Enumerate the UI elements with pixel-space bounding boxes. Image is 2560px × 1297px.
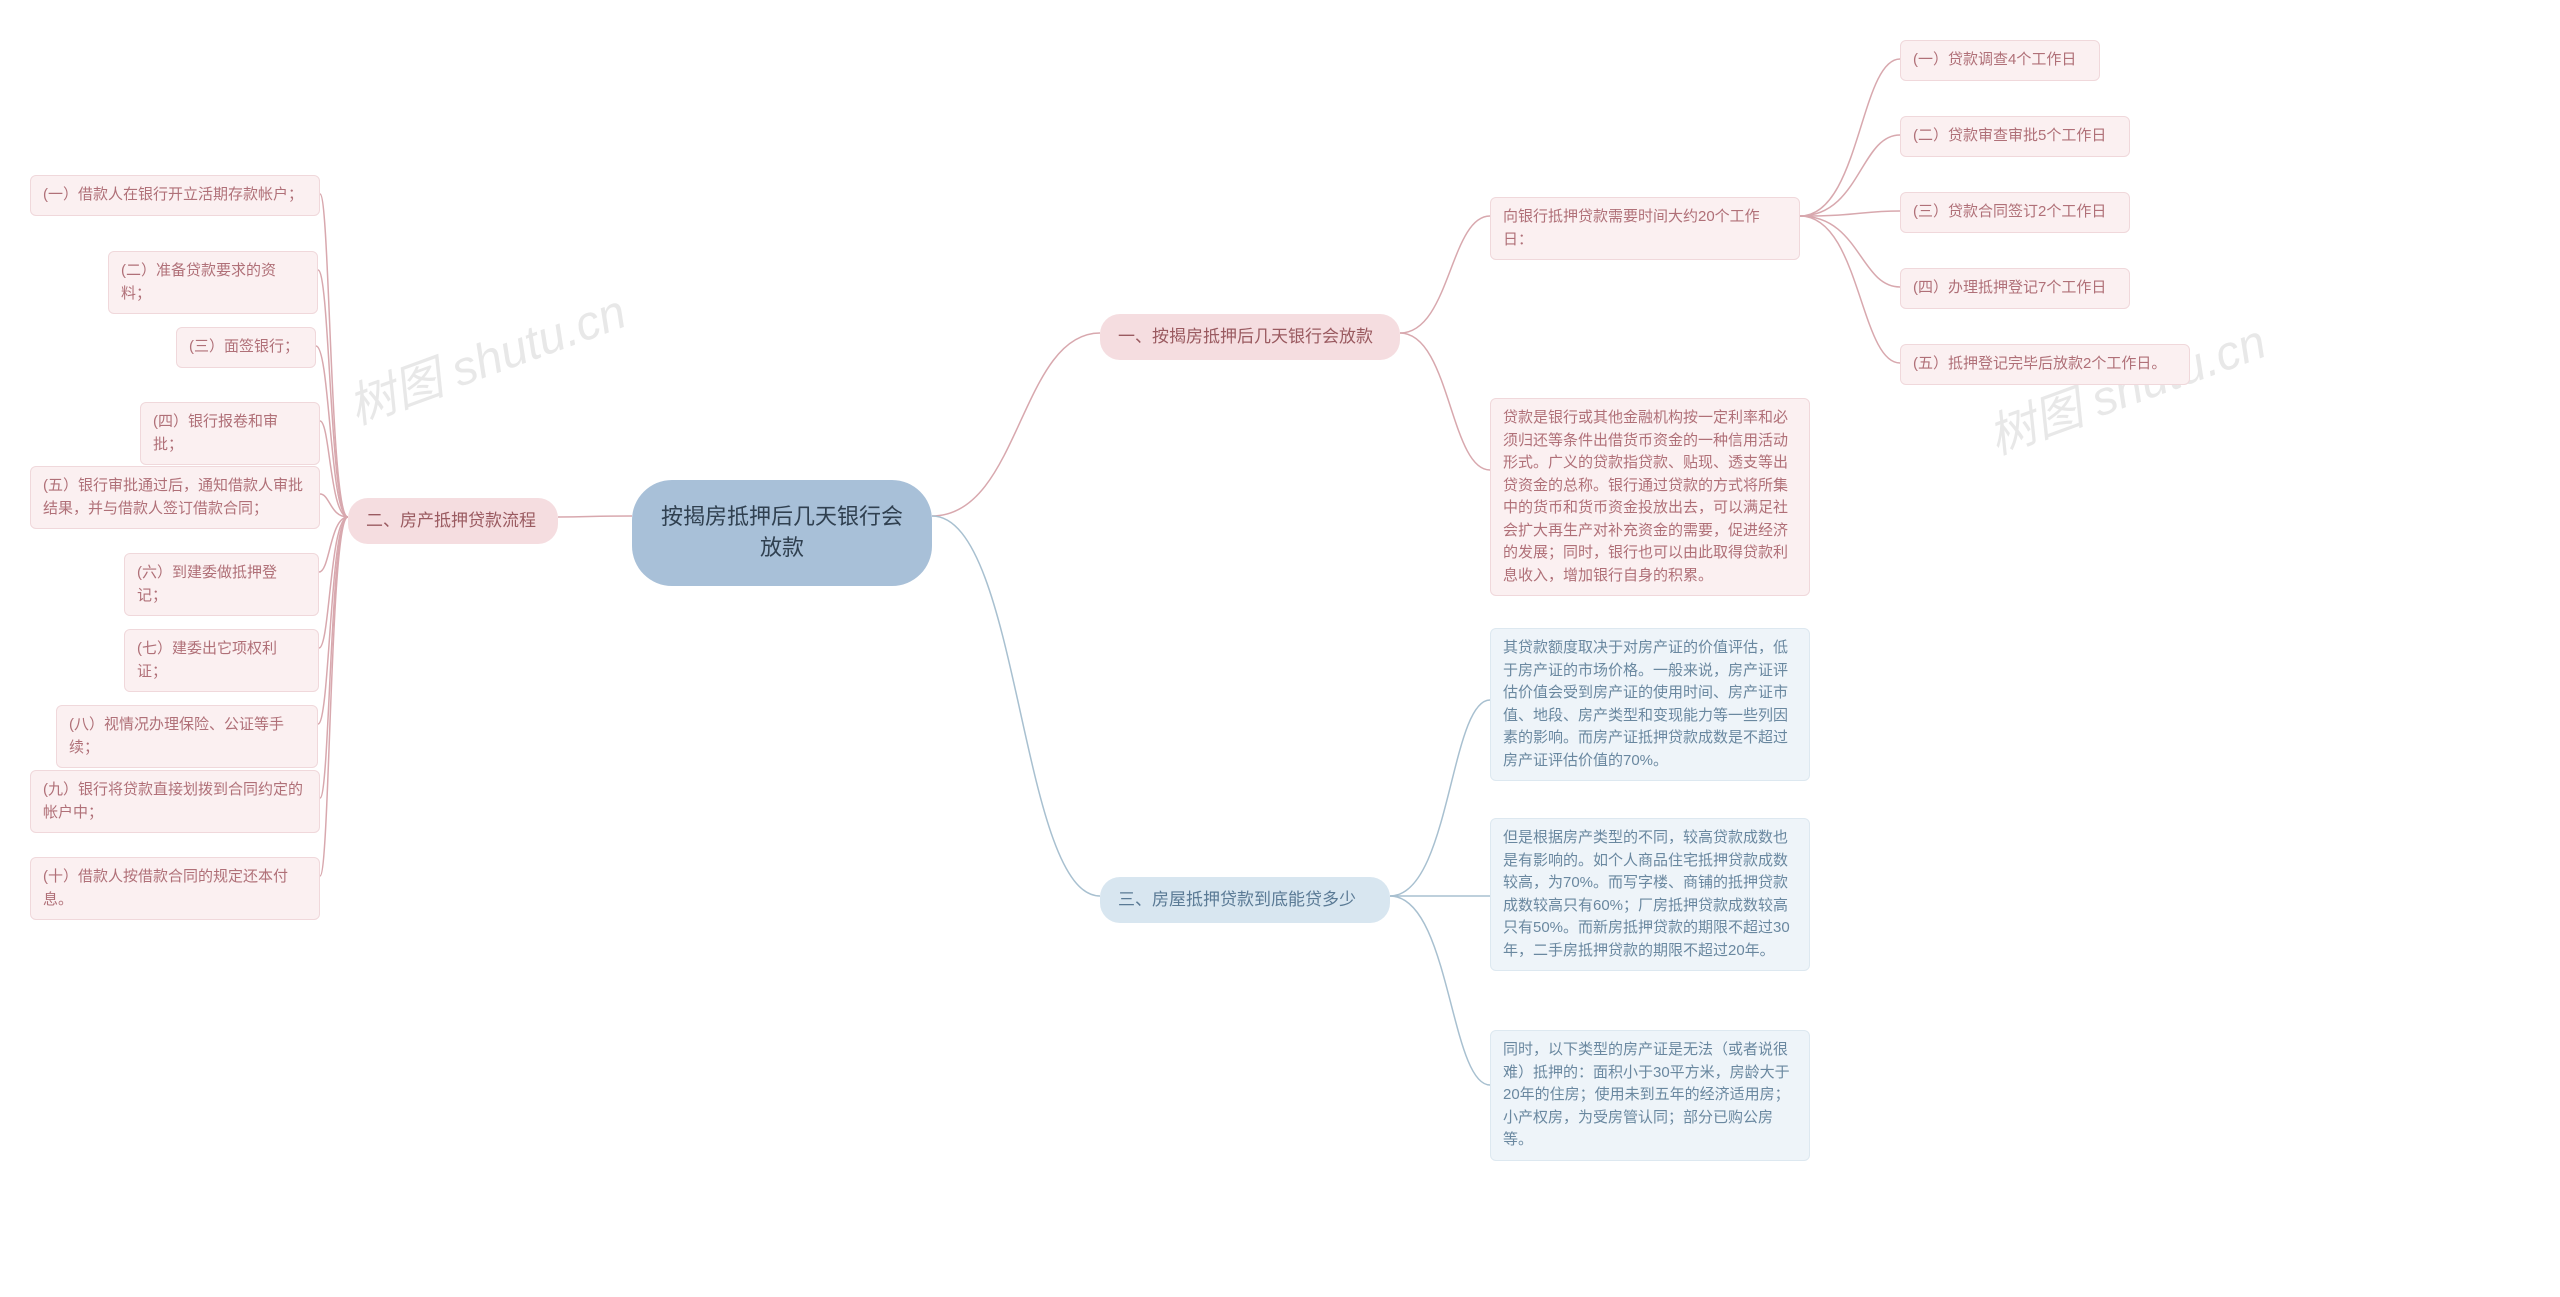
branch-2: 二、房产抵押贷款流程 xyxy=(348,498,558,544)
leaf-b3b: 但是根据房产类型的不同，较高贷款成数也是有影响的。如个人商品住宅抵押贷款成数较高… xyxy=(1490,818,1810,971)
connectors xyxy=(0,0,2560,1297)
leaf-b2-3: (三）面签银行； xyxy=(176,327,316,368)
leaf-b2-2: (二）准备贷款要求的资料； xyxy=(108,251,318,314)
leaf-b1a3: (三）贷款合同签订2个工作日 xyxy=(1900,192,2130,233)
leaf-b3a: 其贷款额度取决于对房产证的价值评估，低于房产证的市场价格。一般来说，房产证评估价… xyxy=(1490,628,1810,781)
branch-3: 三、房屋抵押贷款到底能贷多少 xyxy=(1100,877,1390,923)
leaf-b2-5: (五）银行审批通过后，通知借款人审批结果，并与借款人签订借款合同； xyxy=(30,466,320,529)
leaf-b1a2: (二）贷款审查审批5个工作日 xyxy=(1900,116,2130,157)
leaf-b1a4: (四）办理抵押登记7个工作日 xyxy=(1900,268,2130,309)
watermark: 树图 shutu.cn xyxy=(337,272,634,437)
leaf-b2-7: (七）建委出它项权利证； xyxy=(124,629,319,692)
leaf-b2-1: (一）借款人在银行开立活期存款帐户； xyxy=(30,175,320,216)
leaf-b3c: 同时，以下类型的房产证是无法（或者说很难）抵押的：面积小于30平方米，房龄大于2… xyxy=(1490,1030,1810,1161)
leaf-b1a5: (五）抵押登记完毕后放款2个工作日。 xyxy=(1900,344,2190,385)
branch-1: 一、按揭房抵押后几天银行会放款 xyxy=(1100,314,1400,360)
leaf-b2-10: (十）借款人按借款合同的规定还本付息。 xyxy=(30,857,320,920)
leaf-b1a1: (一）贷款调查4个工作日 xyxy=(1900,40,2100,81)
root-node: 按揭房抵押后几天银行会 放款 xyxy=(632,480,932,586)
leaf-b1a: 向银行抵押贷款需要时间大约20个工作日： xyxy=(1490,197,1800,260)
leaf-b1b: 贷款是银行或其他金融机构按一定利率和必须归还等条件出借货币资金的一种信用活动形式… xyxy=(1490,398,1810,596)
leaf-b2-4: (四）银行报卷和审批； xyxy=(140,402,320,465)
leaf-b2-8: (八）视情况办理保险、公证等手续； xyxy=(56,705,318,768)
watermark: 树图 shutu.cn xyxy=(1977,302,2274,467)
leaf-b2-9: (九）银行将贷款直接划拨到合同约定的帐户中； xyxy=(30,770,320,833)
leaf-b2-6: (六）到建委做抵押登记； xyxy=(124,553,319,616)
